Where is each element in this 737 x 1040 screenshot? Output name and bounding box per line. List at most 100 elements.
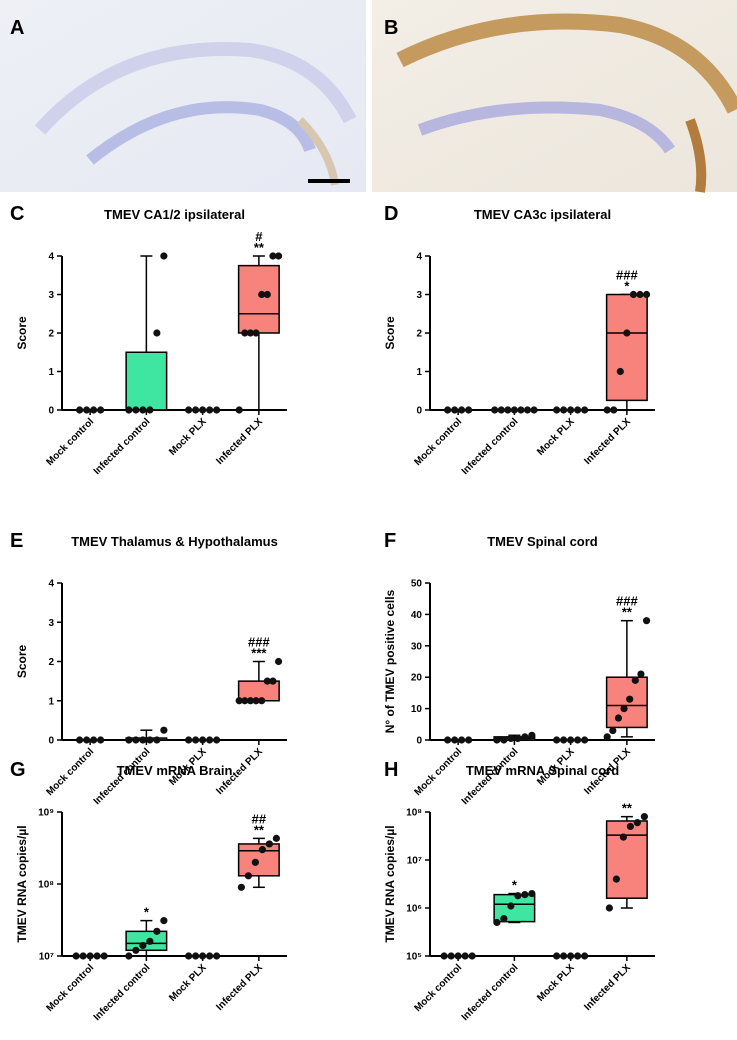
data-point: [153, 736, 160, 743]
y-tick-label: 4: [48, 252, 54, 263]
data-point: [617, 368, 624, 375]
data-point: [94, 952, 101, 959]
data-point: [125, 736, 132, 743]
box: [607, 821, 648, 898]
data-point: [507, 735, 514, 742]
box: [239, 844, 280, 876]
data-point: [451, 406, 458, 413]
data-point: [462, 952, 469, 959]
data-point: [615, 714, 622, 721]
x-tick-label: Mock control: [412, 962, 464, 1014]
data-point: [507, 902, 514, 909]
data-point: [132, 406, 139, 413]
data-point: [236, 406, 243, 413]
data-point: [76, 736, 83, 743]
y-tick-label: 3: [48, 290, 54, 301]
y-tick-label: 40: [411, 610, 423, 621]
data-point: [511, 406, 518, 413]
data-point: [581, 406, 588, 413]
data-point: [634, 819, 641, 826]
panel-letter: B: [384, 17, 398, 39]
data-point: [448, 952, 455, 959]
y-tick-label: 10⁸: [38, 880, 54, 891]
data-point: [258, 697, 265, 704]
data-point: [632, 677, 639, 684]
data-point: [517, 406, 524, 413]
data-point: [101, 952, 108, 959]
data-point: [574, 406, 581, 413]
data-point: [637, 670, 644, 677]
x-tick-label: Mock control: [44, 962, 96, 1014]
data-point: [528, 890, 535, 897]
significance-label: #: [255, 229, 263, 244]
data-point: [125, 952, 132, 959]
data-point: [146, 736, 153, 743]
image-b: [372, 0, 737, 192]
data-point: [574, 736, 581, 743]
data-point: [160, 252, 167, 259]
y-axis-label: TMEV RNA copies/µl: [383, 825, 397, 942]
data-point: [613, 876, 620, 883]
data-point: [199, 736, 206, 743]
x-tick-label: Infected PLX: [214, 962, 265, 1013]
y-tick-label: 20: [411, 673, 423, 684]
data-point: [560, 736, 567, 743]
data-point: [567, 952, 574, 959]
data-point: [160, 727, 167, 734]
data-point: [192, 406, 199, 413]
data-point: [132, 736, 139, 743]
data-point: [574, 952, 581, 959]
y-axis-label: Score: [383, 316, 397, 350]
data-point: [521, 733, 528, 740]
y-tick-label: 10⁷: [39, 952, 54, 963]
data-point: [139, 406, 146, 413]
significance-label: ###: [248, 635, 270, 650]
data-point: [238, 884, 245, 891]
data-point: [185, 406, 192, 413]
data-point: [581, 952, 588, 959]
data-point: [199, 406, 206, 413]
data-point: [192, 736, 199, 743]
data-point: [524, 406, 531, 413]
data-point: [530, 406, 537, 413]
panel-letter: F: [384, 530, 396, 552]
data-point: [498, 406, 505, 413]
data-point: [213, 952, 220, 959]
data-point: [641, 813, 648, 820]
data-point: [185, 952, 192, 959]
data-point: [465, 736, 472, 743]
data-point: [90, 736, 97, 743]
data-point: [76, 406, 83, 413]
significance-label: *: [144, 905, 150, 920]
data-point: [132, 947, 139, 954]
y-axis-label: Score: [15, 316, 29, 350]
x-tick-label: Mock PLX: [535, 416, 577, 458]
y-tick-label: 10⁸: [406, 808, 422, 819]
data-point: [465, 406, 472, 413]
data-point: [604, 406, 611, 413]
x-tick-label: Mock control: [412, 416, 464, 468]
data-point: [620, 833, 627, 840]
chart-title: TMEV Spinal cord: [487, 534, 598, 549]
data-point: [97, 736, 104, 743]
y-tick-label: 30: [411, 641, 423, 652]
data-point: [264, 291, 271, 298]
y-tick-label: 1: [48, 367, 54, 378]
y-axis-label: N° of TMEV positive cells: [383, 589, 397, 733]
x-tick-label: Infected PLX: [582, 416, 633, 467]
data-point: [553, 952, 560, 959]
data-point: [581, 736, 588, 743]
data-point: [269, 678, 276, 685]
data-point: [528, 732, 535, 739]
data-point: [252, 329, 259, 336]
data-point: [90, 406, 97, 413]
x-tick-label: Infected control: [92, 962, 153, 1023]
data-point: [146, 938, 153, 945]
data-point: [275, 252, 282, 259]
box: [607, 295, 648, 401]
box: [126, 352, 167, 410]
chart-title: TMEV CA3c ipsilateral: [474, 207, 611, 222]
significance-label: ###: [616, 594, 638, 609]
data-point: [553, 406, 560, 413]
data-point: [139, 942, 146, 949]
